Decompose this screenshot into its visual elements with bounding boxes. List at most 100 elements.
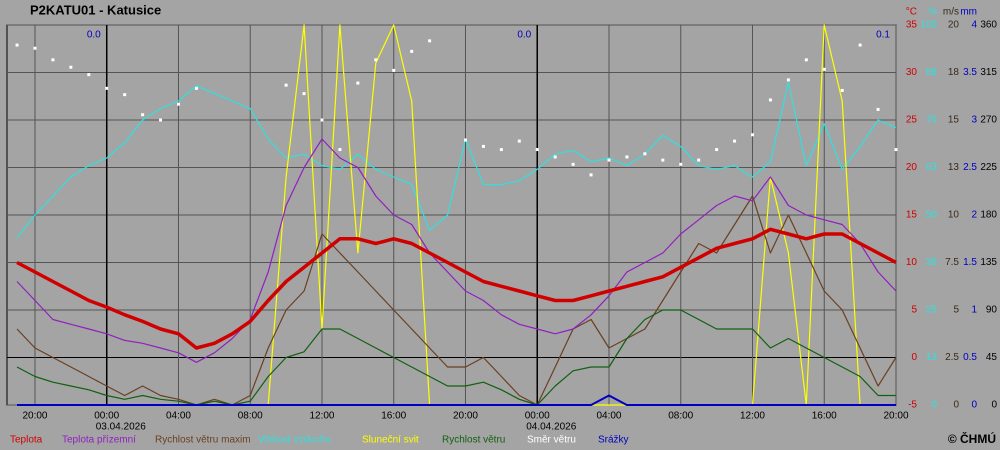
- wind-direction-dot: [589, 173, 593, 177]
- wind-direction-dot: [87, 73, 91, 77]
- y-tick-label: 10: [906, 257, 918, 268]
- y-tick-label: 15: [906, 210, 918, 221]
- y-tick-label: 180: [980, 210, 997, 221]
- y-tick-label: 270: [980, 115, 997, 126]
- y-tick-label: 18: [948, 67, 960, 78]
- wind-direction-dot: [410, 49, 414, 53]
- y-tick-label: 75: [926, 115, 938, 126]
- y-tick-label: 90: [986, 305, 998, 316]
- wind-direction-dot: [607, 158, 611, 162]
- legend-entry: Srážky: [598, 435, 629, 446]
- y-tick-label: 1.5: [963, 257, 977, 268]
- x-tick-label: 20:00: [883, 411, 908, 422]
- y-tick-label: 13: [926, 352, 938, 363]
- precip-total: 0.0: [517, 30, 531, 41]
- x-tick-label: 00:00: [94, 411, 119, 422]
- y-tick-label: 88: [926, 67, 938, 78]
- series-line: [16, 195, 897, 406]
- x-tick-label: 08:00: [668, 411, 693, 422]
- series-line: [16, 309, 896, 406]
- y-tick-label: 2.5: [945, 352, 959, 363]
- wind-direction-dot: [284, 83, 288, 87]
- y-tick-label: 45: [986, 352, 998, 363]
- y-tick-label: 38: [926, 257, 938, 268]
- wind-direction-dot: [876, 107, 880, 111]
- wind-direction-dot: [356, 81, 360, 85]
- precip-total: 0.1: [876, 30, 890, 41]
- wind-direction-dot: [571, 162, 575, 166]
- wind-direction-dot: [176, 102, 180, 106]
- series-line: [16, 227, 897, 350]
- axis-unit: mm: [960, 7, 977, 18]
- y-tick-label: 0.5: [963, 352, 977, 363]
- wind-direction-dot: [517, 139, 521, 143]
- wind-direction-dot: [768, 98, 772, 102]
- axis-unit: %: [928, 7, 937, 18]
- y-tick-label: 5: [953, 305, 959, 316]
- y-tick-label: 50: [926, 210, 938, 221]
- y-tick-label: 10: [948, 210, 960, 221]
- legend-entry: Teplota: [10, 435, 43, 446]
- x-tick-label: 16:00: [812, 411, 837, 422]
- wind-direction-dot: [51, 58, 55, 62]
- y-tick-label: 1: [971, 305, 977, 316]
- wind-direction-dot: [679, 162, 683, 166]
- wind-direction-dot: [499, 148, 503, 152]
- legend-entry: Teplota přízemní: [62, 435, 136, 446]
- wind-direction-dot: [822, 67, 826, 71]
- precip-total: 0.0: [87, 30, 101, 41]
- wind-direction-dot: [804, 58, 808, 62]
- x-tick-label: 04:00: [596, 411, 621, 422]
- wind-direction-dot: [374, 58, 378, 62]
- x-tick-label: 12:00: [309, 411, 334, 422]
- y-tick-label: 135: [980, 257, 997, 268]
- x-tick-label: 08:00: [238, 411, 263, 422]
- y-tick-label: 0: [953, 400, 959, 411]
- x-tick-label: 04:00: [166, 411, 191, 422]
- chart-title: P2KATU01 - Katusice: [30, 2, 161, 17]
- y-tick-label: 7.5: [945, 257, 959, 268]
- wind-direction-dot: [661, 158, 665, 162]
- x-tick-label: 00:00: [525, 411, 550, 422]
- y-tick-label: 20: [906, 162, 918, 173]
- wind-direction-dot: [643, 152, 647, 156]
- wind-direction-dot: [750, 133, 754, 137]
- wind-direction-dot: [69, 65, 73, 69]
- wind-direction-dot: [697, 158, 701, 162]
- x-tick-label: 20:00: [453, 411, 478, 422]
- date-label: 04.04.2026: [526, 422, 576, 433]
- y-tick-label: 0: [931, 400, 937, 411]
- y-tick-label: -5: [908, 400, 917, 411]
- y-tick-label: 13: [948, 162, 960, 173]
- y-tick-label: 315: [980, 67, 997, 78]
- wind-direction-dot: [858, 43, 862, 47]
- wind-direction-dot: [553, 155, 557, 159]
- y-tick-label: 0: [971, 400, 977, 411]
- y-tick-label: 25: [906, 115, 918, 126]
- y-tick-label: 360: [980, 20, 997, 31]
- y-tick-label: 15: [948, 115, 960, 126]
- wind-direction-dot: [320, 118, 324, 122]
- y-tick-label: 100: [920, 20, 937, 31]
- axis-unit: m/s: [943, 7, 959, 18]
- y-tick-label: 5: [911, 305, 917, 316]
- wind-direction-dot: [141, 113, 145, 117]
- legend-entry: Vlhkost vzduchu: [258, 435, 331, 446]
- y-tick-label: 3.5: [963, 67, 977, 78]
- wind-direction-dot: [392, 68, 396, 72]
- wind-direction-dot: [159, 118, 163, 122]
- wind-direction-dot: [194, 86, 198, 90]
- wind-direction-dot: [715, 148, 719, 152]
- y-tick-label: 35: [906, 20, 918, 31]
- x-tick-label: 20:00: [22, 411, 47, 422]
- y-tick-label: 2: [971, 210, 977, 221]
- wind-direction-dot: [302, 92, 306, 96]
- wind-direction-dot: [123, 93, 127, 97]
- wind-direction-dot: [105, 86, 109, 90]
- series-line: [16, 81, 897, 239]
- wind-direction-dot: [428, 39, 432, 43]
- y-tick-label: 30: [906, 67, 918, 78]
- legend-entry: Rychlost větru: [442, 435, 505, 446]
- wind-direction-dot: [481, 144, 485, 148]
